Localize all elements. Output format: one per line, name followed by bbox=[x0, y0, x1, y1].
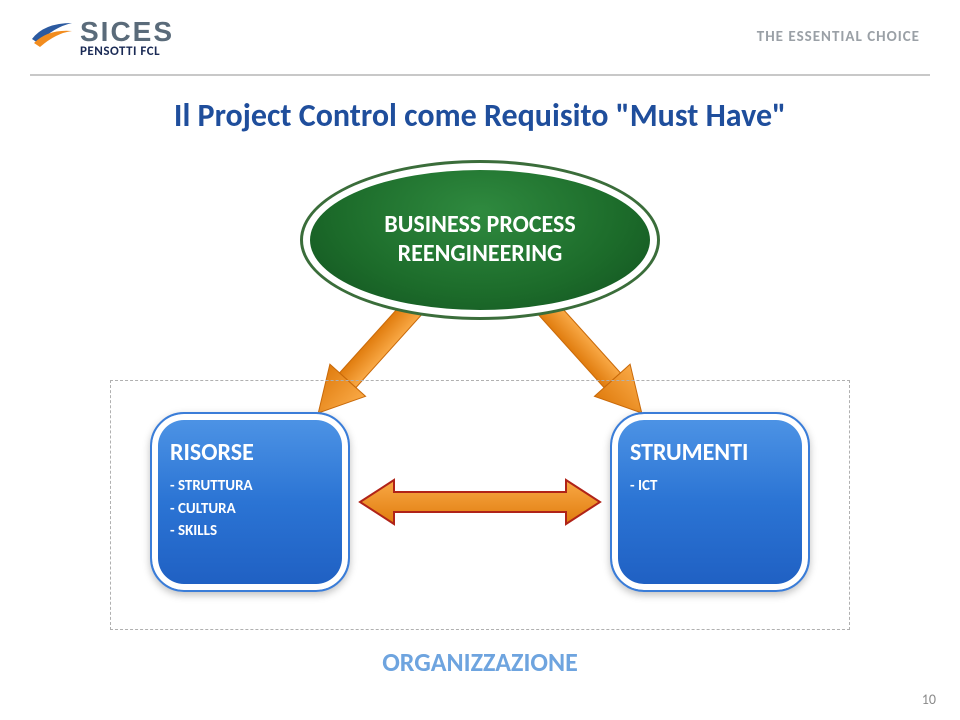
page-number: 10 bbox=[922, 691, 936, 708]
bpr-ellipse: BUSINESS PROCESS REENGINEERING bbox=[310, 170, 650, 310]
tagline: THE ESSENTIAL CHOICE bbox=[757, 28, 920, 46]
node-risorse: RISORSE - STRUTTURA - CULTURA - SKILLS bbox=[150, 412, 350, 592]
header-divider bbox=[30, 74, 930, 76]
bpr-line1: BUSINESS PROCESS bbox=[384, 211, 575, 240]
slide-title: Il Project Control come Requisito "Must … bbox=[0, 96, 960, 135]
org-label: ORGANIZZAZIONE bbox=[0, 646, 960, 678]
node-risorse-line-0: - STRUTTURA bbox=[170, 475, 330, 498]
logo-text-sub: PENSOTTI FCL bbox=[80, 44, 160, 59]
node-risorse-line-2: - SKILLS bbox=[170, 520, 330, 543]
slide-header: SICES PENSOTTI FCL THE ESSENTIAL CHOICE bbox=[0, 0, 960, 74]
node-risorse-line-1: - CULTURA bbox=[170, 498, 330, 521]
bpr-line2: REENGINEERING bbox=[398, 240, 563, 269]
node-risorse-title: RISORSE bbox=[170, 438, 330, 467]
logo: SICES PENSOTTI FCL bbox=[30, 16, 174, 59]
logo-swoosh-icon bbox=[30, 17, 74, 47]
node-strumenti-title: STRUMENTI bbox=[630, 438, 790, 467]
node-strumenti-line-0: - ICT bbox=[630, 475, 790, 498]
node-strumenti: STRUMENTI - ICT bbox=[610, 412, 810, 592]
diagram-area: BUSINESS PROCESS REENGINEERING RISORSE -… bbox=[0, 150, 960, 680]
